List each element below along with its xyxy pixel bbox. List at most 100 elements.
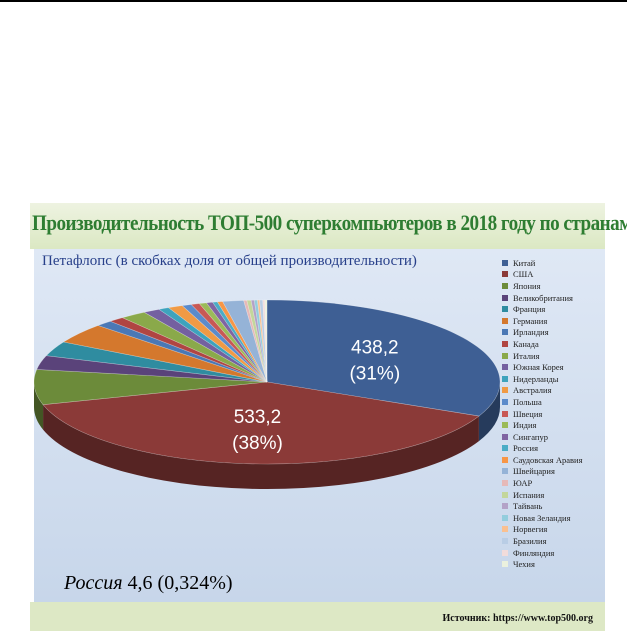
legend-swatch xyxy=(502,480,508,487)
legend-item: Великобритания xyxy=(502,292,582,304)
chart-subtitle: Петафлопс (в скобках доля от общей произ… xyxy=(42,253,417,269)
legend-label: Ирландия xyxy=(513,327,549,338)
legend-swatch xyxy=(502,329,508,336)
legend-item: Ирландия xyxy=(502,327,582,339)
source-band: Источник: https://www.top500.org xyxy=(30,602,605,631)
legend-item: Индия xyxy=(502,419,582,431)
pie-slice-14 xyxy=(198,302,268,383)
russia-annotation: Россия 4,6 (0,324%) xyxy=(64,572,233,595)
legend-item: Нидерланды xyxy=(502,373,582,385)
legend-label: Швейцария xyxy=(513,466,555,477)
legend-label: Австралия xyxy=(513,385,552,396)
legend-label: Тайвань xyxy=(513,501,543,512)
pie-slice-11 xyxy=(167,305,268,383)
legend-item: Германия xyxy=(502,315,582,327)
legend-item: Китай xyxy=(502,257,582,269)
legend-swatch xyxy=(502,387,508,394)
pie-slice-18 xyxy=(222,300,268,383)
legend-item: США xyxy=(502,269,582,281)
legend-swatch xyxy=(502,491,508,498)
legend-swatch xyxy=(502,398,508,405)
legend-label: Канада xyxy=(513,338,539,349)
legend-label: Франция xyxy=(513,304,546,315)
legend-swatch xyxy=(502,282,508,289)
title-band: Производительность ТОП-500 суперкомпьюте… xyxy=(30,203,627,249)
legend-item: Бразилия xyxy=(502,535,582,547)
pie-slice-12 xyxy=(181,304,268,383)
legend-label: Индия xyxy=(513,420,537,431)
pie-chart: 438,2 (31%) 533,2 (38%) xyxy=(34,299,501,489)
legend-label: Чехия xyxy=(513,559,535,570)
pie-slice-26 xyxy=(264,299,268,383)
legend-swatch xyxy=(502,445,508,452)
legend-item: ЮАР xyxy=(502,477,582,489)
pie-slice-25 xyxy=(262,299,268,383)
pie-slice-22 xyxy=(253,299,268,383)
pie-slice-23 xyxy=(257,299,268,383)
legend-item: Швеция xyxy=(502,408,582,420)
legend-swatch xyxy=(502,503,508,510)
pie-side-0 xyxy=(478,382,500,442)
legend-item: Россия xyxy=(502,443,582,455)
legend-label: Норвегия xyxy=(513,524,548,535)
legend-swatch xyxy=(502,317,508,324)
pie-slice-20 xyxy=(246,299,268,383)
pie-slice-16 xyxy=(212,301,268,383)
legend-swatch xyxy=(502,561,508,568)
legend-label: Япония xyxy=(513,280,541,291)
legend-swatch xyxy=(502,364,508,371)
legend-item: Франция xyxy=(502,303,582,315)
legend-label: Германия xyxy=(513,315,548,326)
pie-slice-9 xyxy=(143,309,268,383)
data-label-pct-0: (31%) xyxy=(349,364,400,385)
legend-label: Испания xyxy=(513,489,545,500)
legend-swatch xyxy=(502,259,508,266)
legend-item: Норвегия xyxy=(502,524,582,536)
pie-side-2 xyxy=(34,382,44,430)
legend-swatch xyxy=(502,294,508,301)
legend-item: Австралия xyxy=(502,385,582,397)
pie-slice-17 xyxy=(216,301,268,383)
legend-label: Южная Корея xyxy=(513,362,564,373)
legend-label: Бразилия xyxy=(513,536,547,547)
legend-swatch xyxy=(502,352,508,359)
legend-label: Великобритания xyxy=(513,292,573,303)
legend-label: Нидерланды xyxy=(513,373,559,384)
legend-label: Италия xyxy=(513,350,540,361)
russia-value: 4,6 (0,324%) xyxy=(127,572,233,594)
source-credit: Источник: https://www.top500.org xyxy=(442,613,594,624)
legend-item: Тайвань xyxy=(502,500,582,512)
legend-swatch xyxy=(502,375,508,382)
legend-label: Польша xyxy=(513,396,542,407)
pie-slice-24 xyxy=(259,299,268,383)
legend-label: ЮАР xyxy=(513,478,533,489)
legend-label: Сингапур xyxy=(513,431,548,442)
chart-panel: Петафлопс (в скобках доля от общей произ… xyxy=(34,249,605,602)
legend-swatch xyxy=(502,271,508,278)
legend-swatch xyxy=(502,422,508,429)
pie-slice-5 xyxy=(62,325,268,383)
pie-slice-8 xyxy=(121,311,268,383)
data-label-value-1: 533,2 xyxy=(234,407,282,428)
legend-label: США xyxy=(513,269,534,280)
legend-label: Новая Зеландия xyxy=(513,512,571,523)
pie-slice-15 xyxy=(205,301,268,383)
legend-label: Россия xyxy=(513,443,538,454)
pie-slice-13 xyxy=(190,303,268,383)
pie-slice-7 xyxy=(109,317,268,383)
legend-swatch xyxy=(502,410,508,417)
legend-swatch xyxy=(502,340,508,347)
legend-swatch xyxy=(502,549,508,556)
pie-slice-0 xyxy=(266,299,501,417)
chart-title: Производительность ТОП-500 суперкомпьюте… xyxy=(32,210,627,235)
pie-slice-3 xyxy=(36,355,268,383)
legend-item: Саудовская Аравия xyxy=(502,454,582,466)
pie-slice-10 xyxy=(158,307,268,383)
data-label-pct-1: (38%) xyxy=(232,433,283,454)
legend-item: Новая Зеландия xyxy=(502,512,582,524)
legend-swatch xyxy=(502,514,508,521)
legend-item: Чехия xyxy=(502,558,582,570)
legend-swatch xyxy=(502,538,508,545)
pie-side-1 xyxy=(43,404,479,489)
legend-item: Финляндия xyxy=(502,547,582,559)
